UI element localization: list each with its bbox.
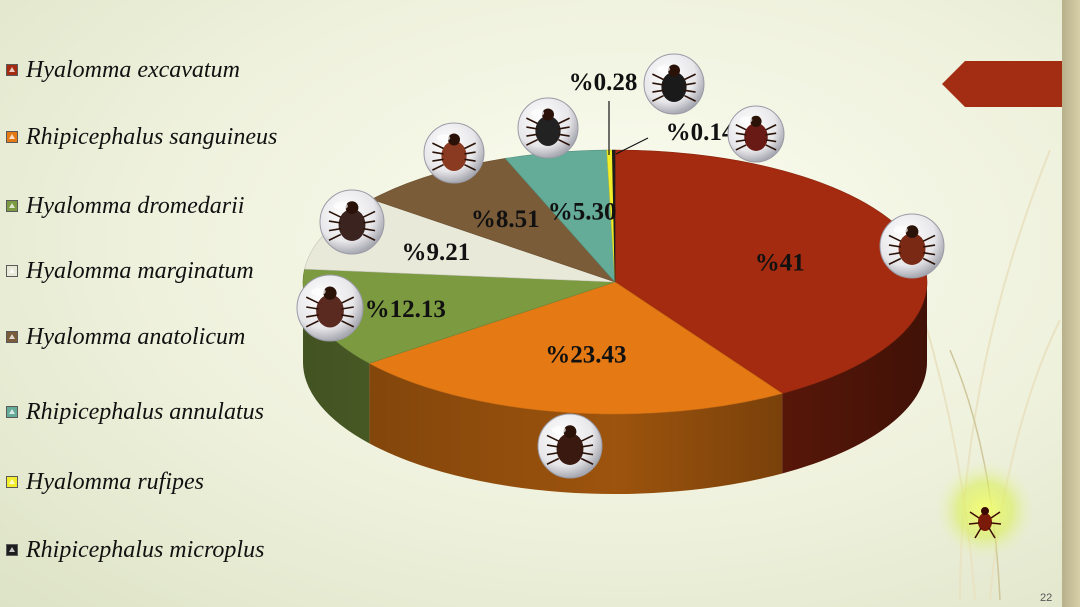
data-label-rhipicephalus-sanguineus: %23.43 xyxy=(545,342,626,369)
legend-label: Hyalomma marginatum xyxy=(26,257,254,284)
legend-item-hyalomma-dromedarii: Hyalomma dromedarii xyxy=(6,189,244,223)
legend-swatch xyxy=(6,331,18,343)
data-label-rhipicephalus-annulatus: %5.30 xyxy=(548,199,617,226)
legend-label: Hyalomma excavatum xyxy=(26,56,240,83)
legend-swatch xyxy=(6,200,18,212)
legend-item-rhipicephalus-sanguineus: Rhipicephalus sanguineus xyxy=(6,120,277,154)
legend-swatch xyxy=(6,64,18,76)
data-label-hyalomma-excavatum: %41 xyxy=(755,250,805,277)
tick-decoration-icon xyxy=(935,460,1035,560)
data-label-hyalomma-anatolicum: %8.51 xyxy=(471,206,540,233)
page-number: 22 xyxy=(1040,592,1053,604)
tick-photo-icon xyxy=(423,122,485,184)
legend-label: Hyalomma rufipes xyxy=(26,468,204,495)
slice-hyalomma-anatolicum xyxy=(370,158,616,283)
legend-swatch xyxy=(6,406,18,418)
tick-photo-icon xyxy=(319,189,385,255)
tick-photo-icon xyxy=(517,97,579,159)
legend-item-hyalomma-marginatum: Hyalomma marginatum xyxy=(6,254,254,288)
legend-label: Hyalomma anatolicum xyxy=(26,323,246,350)
data-label-hyalomma-dromedarii: %12.13 xyxy=(365,296,446,323)
data-label-hyalomma-marginatum: %9.21 xyxy=(402,239,471,266)
tick-photos xyxy=(296,53,945,479)
legend-item-hyalomma-anatolicum: Hyalomma anatolicum xyxy=(6,320,245,354)
tick-photo-icon xyxy=(296,274,364,342)
legend-label: Rhipicephalus annulatus xyxy=(26,398,264,425)
legend-label: Rhipicephalus microplus xyxy=(26,536,265,563)
legend-item-rhipicephalus-annulatus: Rhipicephalus annulatus xyxy=(6,395,264,429)
tick-photo-icon xyxy=(879,213,945,279)
leader-line xyxy=(615,137,649,155)
legend-swatch xyxy=(6,544,18,556)
data-label-hyalomma-rufipes: %0.28 xyxy=(569,69,638,96)
legend-label: Rhipicephalus sanguineus xyxy=(26,123,278,150)
data-label-rhipicephalus-microplus: %0.14 xyxy=(666,119,735,146)
tick-photo-icon xyxy=(727,105,785,163)
legend-label: Hyalomma dromedarii xyxy=(26,192,245,219)
tick-photo-icon xyxy=(537,413,603,479)
tick-photo-icon xyxy=(643,53,705,115)
side-shading xyxy=(303,282,927,494)
slide-edge-bar xyxy=(1062,0,1080,607)
legend-swatch xyxy=(6,131,18,143)
chart-legend: Hyalomma excavatum Rhipicephalus sanguine… xyxy=(6,50,326,570)
legend-swatch xyxy=(6,476,18,488)
slice-rhipicephalus-microplus xyxy=(611,149,616,283)
legend-item-rhipicephalus-microplus: Rhipicephalus microplus xyxy=(6,533,264,567)
slice-rhipicephalus-sanguineus xyxy=(368,281,783,415)
arrow-tab-icon xyxy=(942,61,1080,107)
legend-swatch xyxy=(6,265,18,277)
legend-item-hyalomma-excavatum: Hyalomma excavatum xyxy=(6,53,240,87)
legend-item-hyalomma-rufipes: Hyalomma rufipes xyxy=(6,465,204,499)
data-labels: %41 %23.43 %12.13 %9.21%8.51 %5.30 %0.28 %0.14 xyxy=(365,69,805,369)
